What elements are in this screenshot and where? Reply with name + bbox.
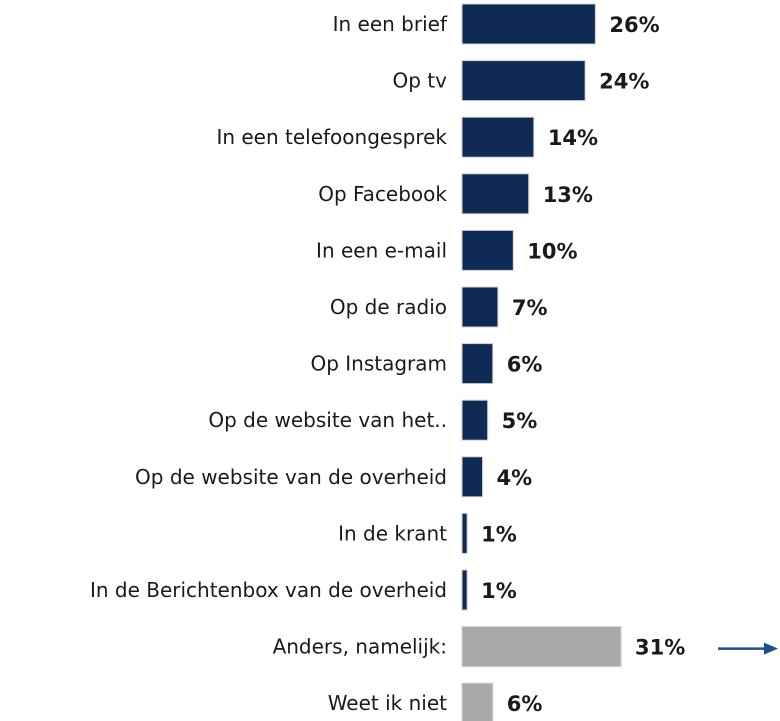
bar (461, 456, 484, 498)
bar-row: Weet ik niet 6% (328, 682, 543, 721)
bar (461, 173, 530, 215)
bar-row: Op tv 24% (393, 60, 649, 102)
bar-row: Op Facebook 13% (318, 173, 593, 215)
value-label: 10% (527, 239, 577, 263)
bar (461, 626, 622, 668)
bar (461, 682, 494, 721)
category-label: Op de website van het.. (208, 408, 447, 432)
bar (461, 512, 468, 554)
category-label: Op de website van de overheid (135, 465, 447, 489)
bar (461, 399, 489, 441)
value-label: 6% (507, 692, 543, 716)
category-label: Op Facebook (318, 182, 447, 206)
bar-row: Op Instagram 6% (310, 343, 543, 385)
category-label: In een e-mail (316, 238, 447, 262)
category-label: In een telefoongesprek (216, 125, 447, 149)
category-label: In de Berichtenbox van de overheid (90, 578, 447, 602)
value-label: 4% (497, 466, 533, 490)
value-label: 13% (543, 183, 593, 207)
bar-row: Anders, namelijk: 31% (273, 626, 685, 668)
bar-row: In de Berichtenbox van de overheid 1% (90, 569, 517, 611)
bar (461, 116, 535, 158)
bar-row: In een telefoongesprek 14% (216, 116, 598, 158)
value-label: 31% (635, 636, 685, 660)
value-label: 1% (481, 522, 517, 546)
value-label: 14% (548, 126, 598, 150)
bar-row: In een brief 26% (333, 3, 660, 45)
bar-row: Op de website van de overheid 4% (135, 456, 533, 498)
category-label: Anders, namelijk: (273, 635, 447, 659)
category-label: Weet ik niet (328, 691, 447, 715)
category-label: In de krant (338, 521, 447, 545)
bar (461, 569, 468, 611)
arrow-right-icon (764, 642, 778, 655)
bar (461, 60, 586, 102)
category-label: Op de radio (330, 295, 447, 319)
category-label: Op Instagram (310, 352, 447, 376)
bar-row: In een e-mail 10% (316, 229, 578, 271)
value-label: 26% (609, 13, 659, 37)
value-label: 1% (481, 579, 517, 603)
value-label: 5% (502, 409, 538, 433)
bar (461, 286, 499, 328)
category-label: Op tv (393, 69, 448, 93)
bar (461, 343, 494, 385)
value-label: 7% (512, 296, 548, 320)
bar (461, 229, 514, 271)
value-label: 24% (599, 70, 649, 94)
value-label: 6% (507, 353, 543, 377)
category-label: In een brief (333, 12, 448, 36)
bar (461, 3, 596, 45)
bar-row: Op de website van het.. 5% (208, 399, 538, 441)
bar-row: In de krant 1% (338, 512, 517, 554)
bar-row: Op de radio 7% (330, 286, 548, 328)
